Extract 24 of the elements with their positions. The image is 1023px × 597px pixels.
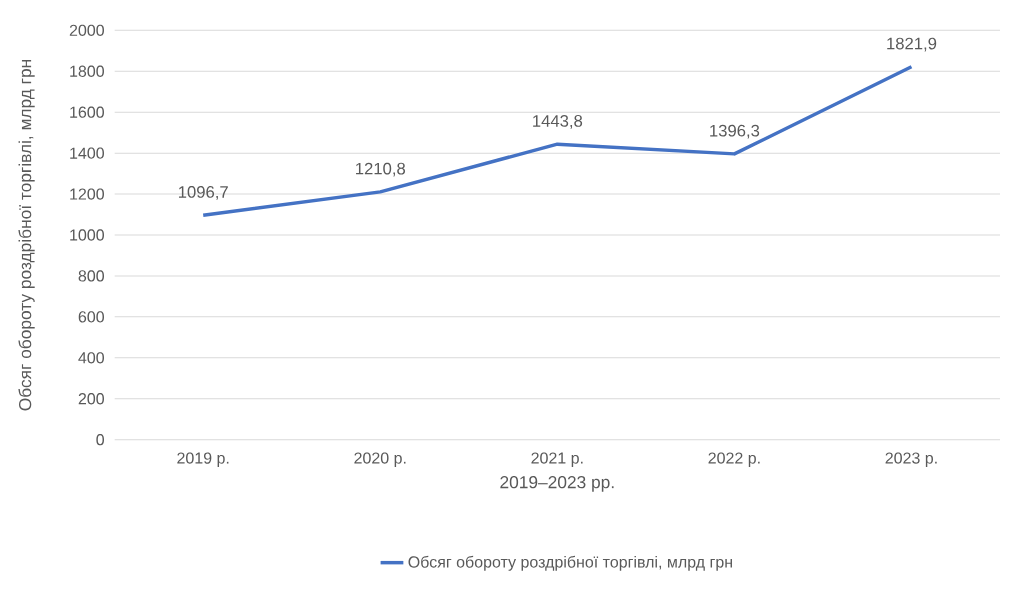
x-axis-title: 2019–2023 рр.	[500, 476, 614, 492]
legend-label: Обсяг обороту роздрібної торгівлі, млрд грн	[408, 555, 732, 571]
y-tick-label: 0	[96, 434, 105, 446]
y-tick-label: 1000	[70, 229, 104, 241]
data-label: 1443,8	[533, 115, 583, 129]
y-tick-label: 400	[78, 352, 105, 364]
x-tick-label: 2023 р.	[885, 452, 937, 467]
x-tick-label: 2022 р.	[708, 452, 760, 467]
x-tick-label: 2021 р.	[531, 452, 583, 467]
x-tick-label: 2020 р.	[354, 452, 406, 467]
data-label: 1396,3	[710, 124, 760, 139]
y-tick-label: 800	[78, 270, 105, 282]
data-label: 1821,9	[887, 37, 937, 52]
y-tick-label: 1400	[70, 147, 104, 159]
y-tick-label: 1600	[70, 106, 104, 118]
y-tick-label: 600	[78, 311, 105, 323]
y-tick-label: 200	[78, 393, 105, 405]
x-tick-label: 2019 р.	[177, 452, 229, 467]
y-tick-label: 1800	[70, 65, 104, 77]
y-axis-title: Обсяг обороту роздрібної торгівлі, млрд грн	[18, 60, 35, 411]
data-label: 1096,7	[178, 186, 228, 200]
y-tick-label: 2000	[69, 24, 104, 36]
data-label: 1210,8	[356, 162, 406, 177]
y-tick-label: 1200	[70, 188, 104, 200]
